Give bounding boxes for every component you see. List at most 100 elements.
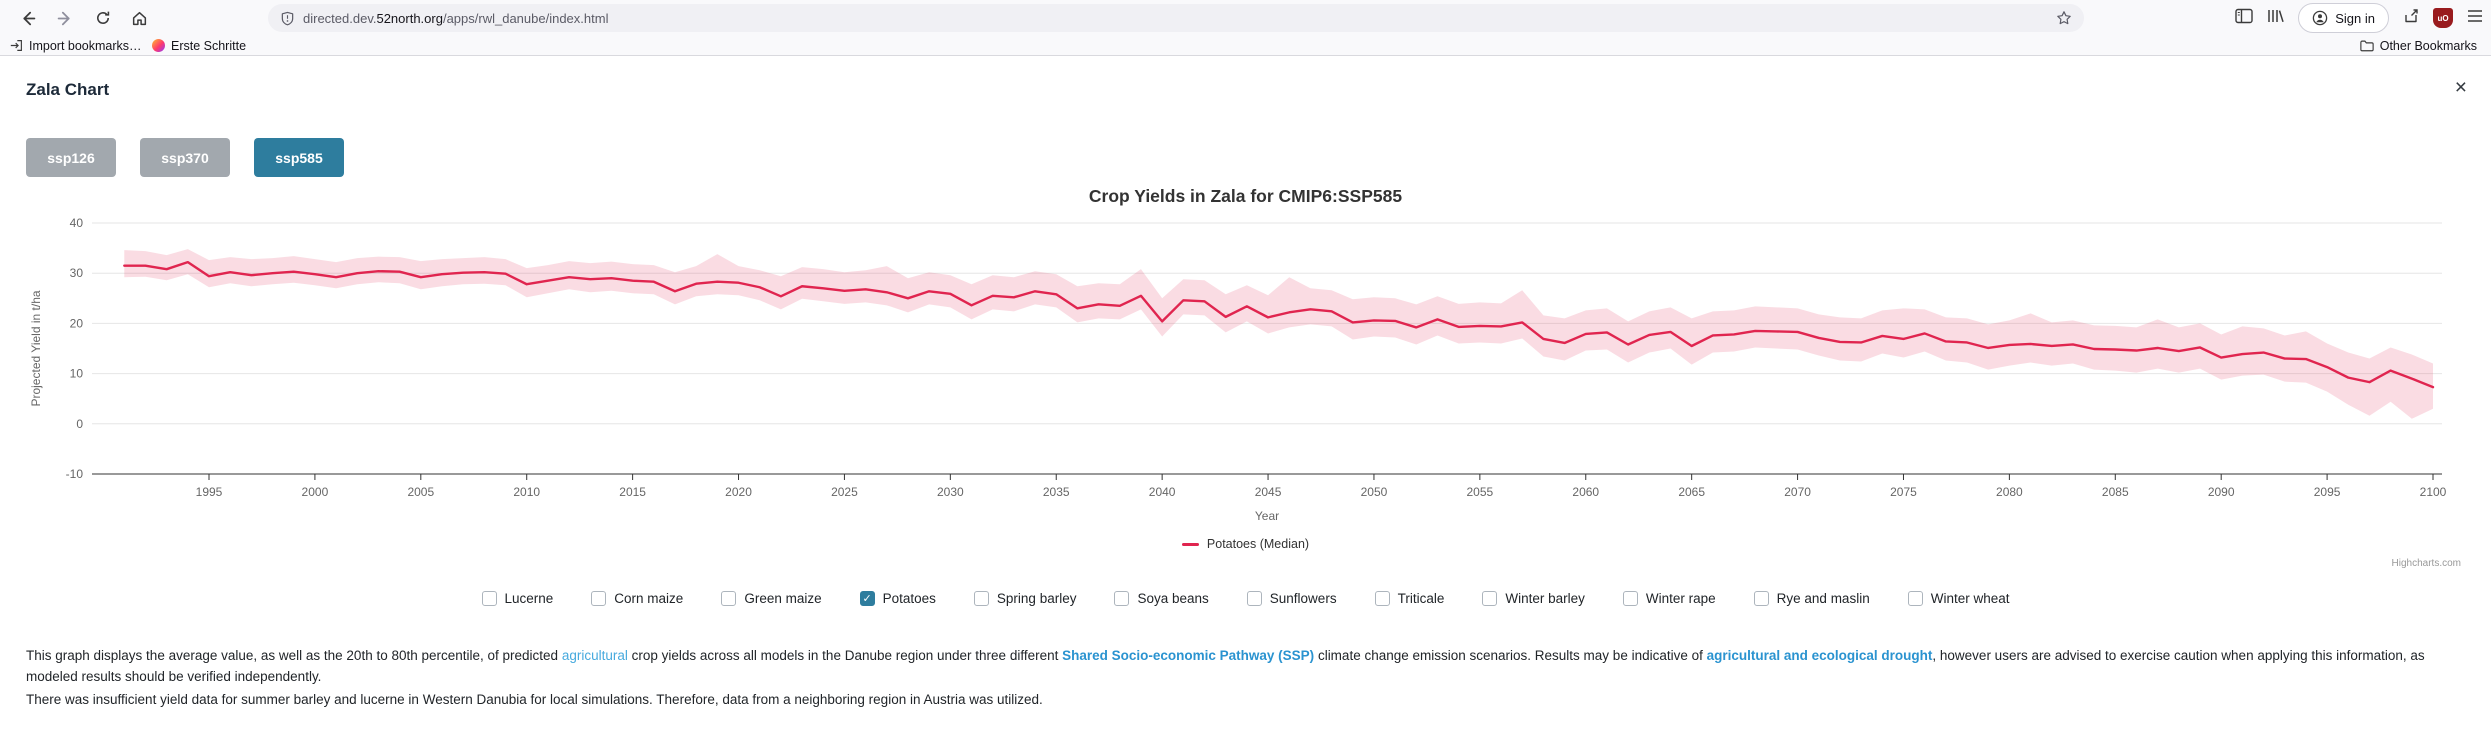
svg-text:2005: 2005 xyxy=(407,485,434,499)
crop-label-winter-rape: Winter rape xyxy=(1645,591,1716,606)
svg-text:2055: 2055 xyxy=(1467,485,1494,499)
scenario-button-ssp585[interactable]: ssp585 xyxy=(254,138,344,177)
crop-checkbox-winter-barley[interactable] xyxy=(1482,591,1498,606)
crop-item-soya-beans: Soya beans xyxy=(1114,591,1209,606)
svg-text:2020: 2020 xyxy=(725,485,752,499)
description-block: This graph displays the average value, a… xyxy=(26,645,2466,712)
legend-label: Potatoes (Median) xyxy=(1206,537,1310,551)
svg-text:2065: 2065 xyxy=(1678,485,1705,499)
shield-permissions-icon[interactable] xyxy=(280,11,295,26)
crop-label-winter-barley: Winter barley xyxy=(1505,591,1585,606)
crop-item-winter-rape: Winter rape xyxy=(1622,591,1716,606)
crop-checkbox-winter-rape[interactable] xyxy=(1622,591,1638,606)
crop-checkbox-spring-barley[interactable] xyxy=(973,591,989,606)
description-paragraph-2: There was insufficient yield data for su… xyxy=(26,692,1043,707)
svg-text:Year: Year xyxy=(1255,509,1279,523)
crop-checkbox-row: Lucerne Corn maize Green maize ✓ Potatoes Spr… xyxy=(0,591,2491,606)
svg-text:20: 20 xyxy=(70,316,84,330)
ublock-extension-icon[interactable]: uO xyxy=(2433,8,2453,28)
account-icon xyxy=(2313,10,2328,26)
svg-text:2025: 2025 xyxy=(831,485,858,499)
home-icon[interactable] xyxy=(126,5,152,31)
crop-label-winter-wheat: Winter wheat xyxy=(1930,591,2010,606)
bookmark-erste-schritte[interactable]: Erste Schritte xyxy=(152,36,246,55)
folder-icon xyxy=(2360,40,2374,52)
crop-label-sunflowers: Sunflowers xyxy=(1269,591,1337,606)
url-text: directed.dev.52north.org/apps/rwl_danube… xyxy=(303,10,609,26)
percentile-band xyxy=(124,249,2434,419)
svg-text:30: 30 xyxy=(70,266,84,280)
share-icon[interactable] xyxy=(2403,8,2419,29)
scenario-button-ssp126[interactable]: ssp126 xyxy=(26,138,116,177)
bookmarks-bar: Import bookmarks… Erste Schritte Other B… xyxy=(0,36,2491,56)
crop-label-rye-and-maslin: Rye and maslin xyxy=(1776,591,1870,606)
svg-text:2095: 2095 xyxy=(2314,485,2341,499)
chart-legend[interactable]: Potatoes (Median) xyxy=(0,537,2491,551)
import-icon xyxy=(10,40,22,51)
svg-text:2035: 2035 xyxy=(1043,485,1070,499)
crop-item-corn-maize: Corn maize xyxy=(591,591,683,606)
svg-text:2070: 2070 xyxy=(1784,485,1811,499)
url-bar[interactable]: directed.dev.52north.org/apps/rwl_danube… xyxy=(268,4,2084,32)
svg-text:2015: 2015 xyxy=(619,485,646,499)
crop-label-lucerne: Lucerne xyxy=(504,591,554,606)
crop-label-triticale: Triticale xyxy=(1397,591,1445,606)
svg-text:2000: 2000 xyxy=(302,485,329,499)
svg-text:Projected Yield in t/ha: Projected Yield in t/ha xyxy=(29,290,43,406)
svg-text:2060: 2060 xyxy=(1572,485,1599,499)
sign-in-button[interactable]: Sign in xyxy=(2298,3,2389,33)
library-icon[interactable] xyxy=(2267,8,2284,29)
svg-text:2085: 2085 xyxy=(2102,485,2129,499)
other-bookmarks[interactable]: Other Bookmarks xyxy=(2360,36,2477,55)
highcharts-credit[interactable]: Highcharts.com xyxy=(2391,558,2461,569)
chart-title: Crop Yields in Zala for CMIP6:SSP585 xyxy=(1088,186,1403,206)
crop-label-green-maize: Green maize xyxy=(744,591,822,606)
crop-item-rye-and-maslin: Rye and maslin xyxy=(1753,591,1870,606)
svg-text:0: 0 xyxy=(76,417,83,431)
svg-text:2100: 2100 xyxy=(2420,485,2447,499)
crop-item-spring-barley: Spring barley xyxy=(973,591,1077,606)
bookmark-import-bookmarks[interactable]: Import bookmarks… xyxy=(10,36,142,55)
close-icon[interactable]: × xyxy=(2454,76,2467,99)
menu-icon[interactable] xyxy=(2467,9,2483,28)
crop-item-triticale: Triticale xyxy=(1374,591,1445,606)
crop-item-potatoes: ✓ Potatoes xyxy=(859,591,936,606)
sidebar-icon[interactable] xyxy=(2235,8,2253,29)
page-title: Zala Chart xyxy=(26,80,110,99)
crop-checkbox-soya-beans[interactable] xyxy=(1114,591,1130,606)
svg-text:1995: 1995 xyxy=(196,485,223,499)
legend-line-marker xyxy=(1181,542,1199,546)
crop-checkbox-green-maize[interactable] xyxy=(721,591,737,606)
scenario-button-row: ssp126 ssp370 ssp585 xyxy=(26,138,344,177)
crop-label-spring-barley: Spring barley xyxy=(996,591,1077,606)
crop-checkbox-lucerne[interactable] xyxy=(481,591,497,606)
description-text: This graph displays the average value, a… xyxy=(26,648,562,663)
svg-text:2075: 2075 xyxy=(1890,485,1917,499)
forward-icon[interactable] xyxy=(52,5,78,31)
svg-text:2050: 2050 xyxy=(1361,485,1388,499)
bookmark-star-icon[interactable] xyxy=(2056,10,2072,26)
svg-text:2080: 2080 xyxy=(1996,485,2023,499)
svg-text:2030: 2030 xyxy=(937,485,964,499)
link-agricultural[interactable]: agricultural xyxy=(561,648,628,663)
crop-item-lucerne: Lucerne xyxy=(481,591,554,606)
crop-checkbox-winter-wheat[interactable] xyxy=(1907,591,1923,606)
crop-label-potatoes: Potatoes xyxy=(882,591,936,606)
description-text: , however users are advised to exercise … xyxy=(26,648,2425,684)
description-text: climate change emission scenarios. Resul… xyxy=(1314,648,1707,663)
crop-item-winter-wheat: Winter wheat xyxy=(1907,591,2010,606)
firefox-getting-started-icon xyxy=(152,39,165,52)
reload-icon[interactable] xyxy=(90,5,116,31)
crop-checkbox-corn-maize[interactable] xyxy=(591,591,607,606)
link-shared-socio-economic-pathway-ssp[interactable]: Shared Socio-economic Pathway (SSP) xyxy=(1062,648,1315,663)
back-icon[interactable] xyxy=(14,5,40,31)
link-agricultural-and-ecological-drought[interactable]: agricultural and ecological drought xyxy=(1706,648,1933,663)
crop-checkbox-rye-and-maslin[interactable] xyxy=(1753,591,1769,606)
scenario-button-ssp370[interactable]: ssp370 xyxy=(140,138,230,177)
description-paragraph-1: This graph displays the average value, a… xyxy=(26,645,2466,687)
svg-text:40: 40 xyxy=(70,216,84,230)
crop-checkbox-sunflowers[interactable] xyxy=(1246,591,1262,606)
crop-checkbox-potatoes[interactable]: ✓ xyxy=(859,591,875,606)
crop-checkbox-triticale[interactable] xyxy=(1374,591,1390,606)
